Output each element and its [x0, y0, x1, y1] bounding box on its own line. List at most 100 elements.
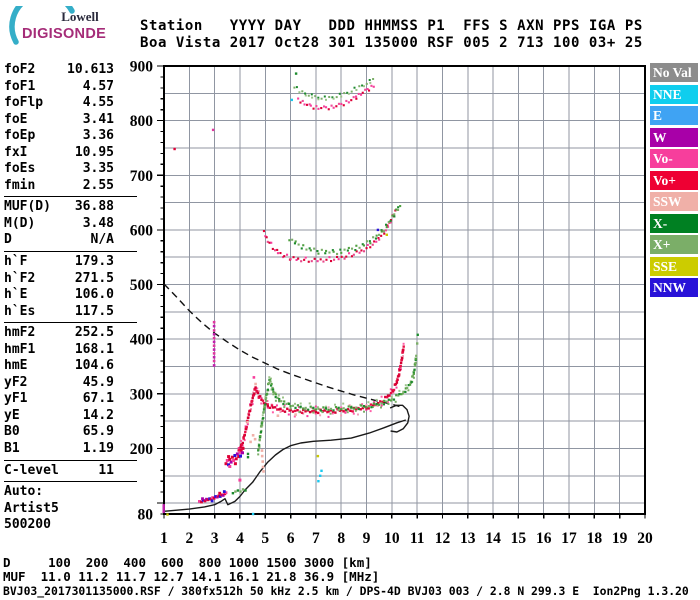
- legend-item-noval: No Val: [650, 63, 698, 82]
- f-trace-x-mode: [257, 448, 260, 451]
- y-axis-label: 400: [130, 332, 154, 349]
- ssw-doppler-marks: [252, 376, 256, 379]
- f-trace-o-doppler-fringe: [314, 405, 317, 408]
- f-trace-x-mode: [274, 393, 277, 396]
- legend-item-nnw: NNW: [650, 278, 698, 297]
- second-hop-x-mode: [362, 244, 365, 247]
- second-hop-o-mode: [371, 243, 374, 246]
- param-footer-line: Auto:: [4, 484, 44, 500]
- f-trace-o-mode: [379, 400, 382, 403]
- f-trace-x-mode: [372, 402, 375, 405]
- second-hop-x-mode: [389, 219, 392, 222]
- f-trace-o-mode: [283, 410, 287, 413]
- ssw-doppler-marks: [294, 413, 297, 416]
- spread-column-3mhz: [212, 333, 216, 336]
- spread-column-3mhz: [212, 348, 216, 351]
- f-trace-x-fringe: [342, 402, 345, 405]
- second-hop-x-mode: [397, 206, 400, 209]
- second-hop-x-mode: [393, 213, 396, 216]
- f-trace-x-mode: [259, 430, 263, 433]
- isolated-echo-dots: [317, 480, 320, 483]
- third-hop-x-mode: [350, 90, 353, 93]
- isolated-echo-dots: [162, 504, 165, 507]
- param-label: hmF2: [4, 325, 36, 341]
- f-region-start-cluster: [232, 459, 236, 462]
- es-layer-cluster: [201, 498, 205, 502]
- legend-item-ssw: SSW: [650, 192, 698, 211]
- spread-column-3mhz: [212, 329, 216, 332]
- f-trace-x-mode: [271, 386, 274, 390]
- param-label: yF2: [4, 374, 28, 390]
- es-layer-cluster: [208, 497, 211, 501]
- f-trace-x-mode: [278, 397, 281, 401]
- second-hop-o-mode: [380, 234, 383, 237]
- f-trace-x-fringe: [289, 407, 292, 410]
- param-row-d: D N/A: [4, 232, 137, 249]
- second-hop-o-mode: [279, 252, 282, 255]
- param-footer-line: Artist5: [4, 500, 59, 516]
- f-trace-x-mode: [299, 405, 302, 408]
- logo-text-lowell: Lowell: [61, 9, 99, 24]
- f-trace-x-mode: [270, 384, 273, 387]
- f-trace-o-mode: [401, 350, 405, 354]
- f-trace-o-doppler-fringe: [260, 397, 263, 400]
- f-trace-o-doppler-fringe: [251, 403, 254, 406]
- second-hop-o-mode: [363, 250, 366, 253]
- ssw-doppler-marks: [260, 454, 264, 458]
- f-trace-x-mode: [385, 400, 388, 403]
- third-hop-o-mode: [355, 95, 358, 98]
- second-hop-x-mode: [328, 251, 331, 254]
- param-value: 14.2: [82, 407, 114, 423]
- third-hop-x-mode: [317, 98, 320, 101]
- f-trace-x-fringe: [402, 392, 404, 395]
- f-trace-o-mode: [259, 395, 262, 398]
- f-trace-x-mode: [302, 407, 305, 410]
- f-trace-o-mode: [281, 409, 284, 412]
- f-trace-o-mode: [251, 396, 254, 400]
- f-trace-x-mode: [390, 398, 393, 401]
- second-hop-x-mode: [365, 240, 368, 243]
- param-label: h`F: [4, 254, 28, 270]
- second-hop-x-mode: [339, 248, 342, 251]
- second-hop-o-mode: [336, 255, 339, 258]
- f-trace-x-fringe: [337, 409, 340, 412]
- f-trace-o-doppler-fringe: [327, 415, 330, 418]
- third-hop-o-mode: [342, 104, 345, 107]
- f-trace-x-mode: [397, 394, 400, 397]
- third-hop-o-mode: [372, 85, 375, 88]
- second-hop-o-mode: [330, 260, 333, 263]
- f-trace-x-mode: [415, 354, 418, 357]
- f-trace-x-fringe: [308, 402, 311, 405]
- param-row-hf: h`F 179.3: [4, 254, 137, 271]
- f-region-start-cluster: [234, 457, 238, 461]
- second-hop-o-mode: [383, 232, 386, 235]
- f-trace-o-mode: [271, 406, 275, 409]
- f-trace-o-mode: [346, 408, 350, 411]
- f-trace-o-mode: [286, 407, 289, 410]
- es-layer-cluster: [210, 499, 214, 503]
- third-hop-o-mode: [323, 105, 326, 108]
- f-trace-x-fringe: [334, 403, 336, 406]
- y-axis-label: 80: [138, 507, 154, 524]
- f-trace-x-mode: [398, 393, 401, 396]
- third-hop-x-mode: [307, 94, 310, 97]
- param-group: C-level 11: [4, 463, 137, 483]
- third-hop-x-mode: [325, 98, 327, 101]
- f-trace-o-mode: [266, 403, 269, 406]
- param-label: hmF1: [4, 341, 36, 357]
- second-hop-o-mode: [352, 253, 355, 256]
- second-hop-o-mode: [283, 255, 286, 258]
- f-trace-x-mode: [392, 398, 396, 401]
- f-trace-x-fringe: [404, 384, 407, 387]
- param-label: B1: [4, 441, 20, 457]
- third-hop-x-mode: [320, 97, 323, 100]
- second-hop-o-mode: [322, 260, 325, 263]
- f-trace-o-mode: [248, 409, 252, 412]
- third-hop-x-mode: [301, 90, 304, 93]
- f-trace-x-mode: [404, 387, 407, 390]
- f-trace-o-doppler-fringe: [380, 404, 383, 407]
- f-trace-x-mode: [414, 357, 418, 361]
- second-hop-x-mode: [354, 249, 357, 252]
- legend-item-sse: SSE: [650, 256, 698, 276]
- param-value: 4.55: [82, 95, 114, 111]
